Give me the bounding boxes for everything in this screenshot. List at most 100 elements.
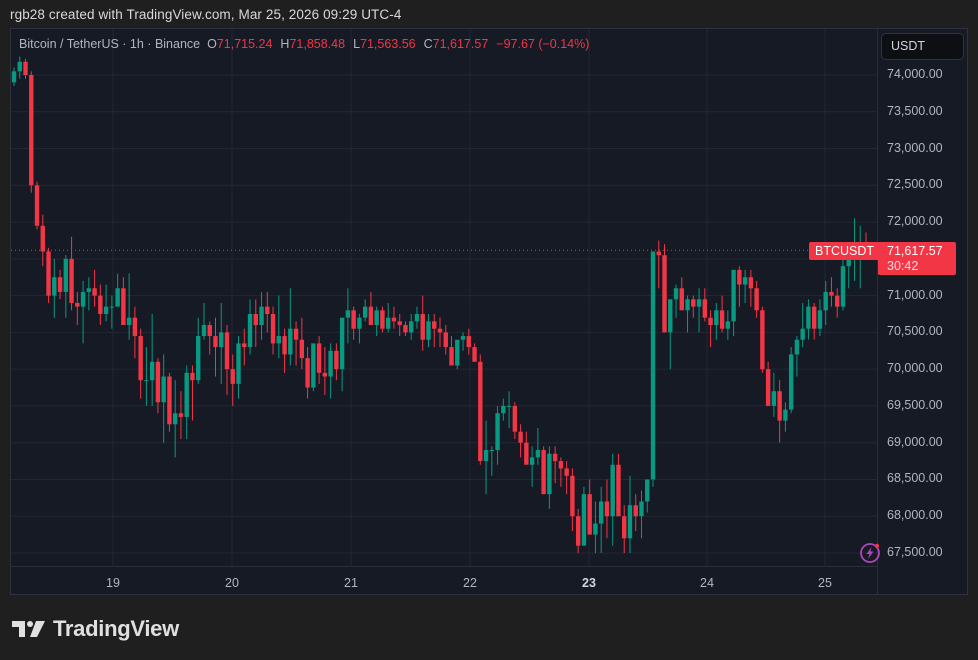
candle [115, 273, 120, 307]
candle [731, 269, 736, 337]
candle [645, 479, 650, 513]
candle [489, 446, 495, 476]
chart-credit: rgb28 created with TradingView.com, Mar … [10, 7, 402, 22]
candle [29, 71, 34, 193]
candle [512, 402, 518, 440]
candle [121, 277, 126, 326]
candle [518, 424, 523, 458]
last-price-value: 71,617.57 [887, 244, 943, 258]
currency-button[interactable]: USDT [881, 33, 964, 60]
candle [305, 347, 310, 399]
candle [679, 277, 684, 311]
candle [207, 321, 212, 355]
candle [409, 314, 414, 340]
last-price-label: 71,617.57 30:42 [878, 242, 956, 275]
candle [420, 295, 425, 351]
candle [126, 273, 132, 340]
open-label: O [207, 37, 217, 51]
candle [846, 255, 851, 289]
candle [483, 420, 489, 495]
candle [224, 325, 230, 395]
candle [552, 446, 558, 484]
price-tick-label: 69,000.00 [887, 434, 943, 449]
candle [622, 505, 627, 553]
tradingview-logo[interactable]: TradingView [12, 616, 179, 641]
candle [840, 258, 846, 311]
candle [765, 361, 771, 406]
candle [794, 336, 800, 377]
candle [167, 372, 172, 432]
candle [242, 328, 247, 366]
lightning-bolt-icon[interactable] [859, 542, 881, 564]
candle [11, 67, 17, 87]
candle [288, 288, 293, 366]
price-tick-label: 68,500.00 [887, 471, 943, 486]
candle [811, 302, 817, 340]
candle [293, 321, 299, 366]
candle [259, 291, 264, 340]
candle [742, 269, 748, 303]
high-value: 71,858.48 [289, 37, 346, 51]
candle [345, 288, 351, 344]
candle [351, 306, 356, 340]
candle [455, 339, 460, 370]
candle [109, 295, 115, 329]
candle [270, 306, 276, 355]
candle [449, 336, 454, 366]
candle [835, 288, 840, 318]
candle [771, 372, 777, 417]
candle [639, 490, 644, 539]
candle [276, 295, 282, 359]
candle [558, 457, 564, 487]
candle [178, 391, 184, 440]
candle [610, 453, 615, 546]
low-label: L [353, 37, 361, 51]
candle [172, 380, 178, 458]
candle [63, 255, 69, 318]
candle [247, 299, 253, 355]
candle [98, 284, 103, 326]
change-value: −97.67 (−0.14%) [496, 37, 590, 51]
candle [691, 295, 696, 318]
price-tick-label: 73,000.00 [887, 140, 943, 155]
candle [650, 251, 656, 487]
candle [144, 347, 149, 406]
candle [714, 302, 719, 340]
price-tick-label: 69,500.00 [887, 397, 943, 412]
candle [616, 453, 621, 517]
candle [547, 446, 552, 509]
candle [748, 269, 754, 307]
candle [754, 280, 759, 318]
candle [23, 58, 28, 79]
candle [374, 306, 379, 337]
candle [506, 391, 512, 428]
candle [334, 343, 339, 381]
price-tick-label: 72,500.00 [887, 177, 943, 192]
candle [529, 446, 535, 487]
time-tick-label: 21 [344, 576, 358, 590]
price-tick-label: 72,000.00 [887, 214, 943, 229]
candle [777, 380, 782, 443]
candle [760, 306, 765, 373]
price-tick-label: 70,500.00 [887, 324, 943, 339]
candle [316, 336, 322, 384]
candle [783, 402, 788, 432]
candle [800, 302, 805, 348]
candle [437, 317, 443, 348]
low-value: 71,563.56 [360, 37, 416, 51]
candle [265, 291, 270, 333]
candle [201, 302, 207, 340]
candle [236, 336, 241, 399]
candle [219, 302, 224, 384]
candle [829, 277, 834, 307]
time-tick-label: 24 [700, 576, 714, 590]
tradingview-logo-icon [12, 621, 45, 637]
candle [86, 277, 92, 311]
candle [737, 266, 742, 307]
candle [598, 486, 604, 553]
candle [696, 288, 702, 333]
candle [426, 314, 431, 348]
candle [299, 317, 305, 370]
symbol-title[interactable]: Bitcoin / TetherUS · 1h · Binance [19, 37, 201, 51]
